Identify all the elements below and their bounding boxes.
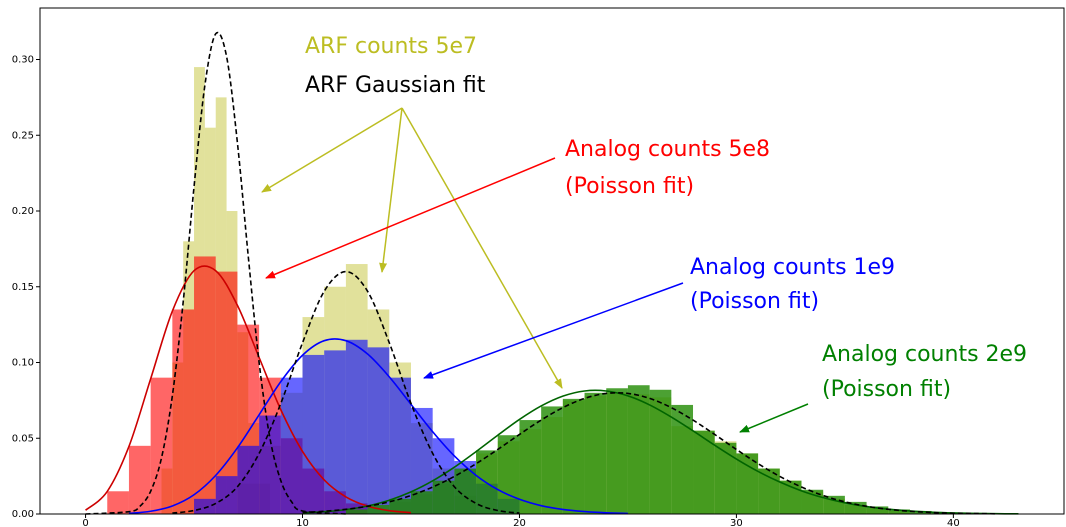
annotation: (Poisson fit) — [565, 174, 694, 199]
histogram — [345, 385, 1041, 514]
y-tick-label: 0.30 — [12, 55, 34, 66]
histogram-bar — [497, 435, 520, 514]
histogram-bar — [324, 350, 346, 514]
histogram-bar — [649, 389, 672, 514]
histogram-bar — [844, 501, 867, 514]
annotation: Analog counts 1e9 — [690, 255, 895, 280]
histogram-bar — [584, 392, 607, 514]
histogram-bar — [280, 377, 303, 514]
y-tick-label: 0.00 — [12, 509, 34, 520]
histogram-bar — [128, 445, 151, 514]
histogram-bar — [693, 430, 715, 514]
annotation-arrow — [265, 157, 556, 279]
y-tick-label: 0.10 — [12, 358, 34, 369]
x-tick-label: 20 — [513, 518, 526, 527]
poisson-fit — [302, 389, 1019, 515]
histogram-bar — [519, 420, 542, 514]
plot-frame — [39, 7, 1065, 515]
y-tick-label: 0.25 — [12, 130, 34, 141]
annotation-arrow — [261, 107, 403, 193]
histogram-bar — [107, 491, 129, 514]
histogram-bar — [259, 415, 281, 514]
histogram-bar — [150, 377, 173, 514]
annotation-arrow — [401, 107, 563, 389]
annotation: Analog counts 2e9 — [822, 342, 1027, 367]
annotation: ARF counts 5e7 — [305, 34, 477, 59]
histogram-bar — [194, 256, 216, 514]
histogram-bar — [562, 398, 585, 514]
histogram-bar — [172, 309, 195, 514]
y-tick-label: 0.05 — [12, 433, 34, 444]
histogram-bar — [367, 347, 390, 514]
gaussian-fit — [85, 31, 346, 515]
annotation-arrow — [739, 403, 809, 433]
x-tick-label: 30 — [730, 518, 743, 527]
annotation: (Poisson fit) — [690, 289, 819, 314]
histogram-bar — [302, 354, 325, 514]
histogram-bar — [215, 476, 238, 514]
annotation-arrow — [379, 107, 403, 273]
histogram-bar — [345, 339, 368, 514]
histogram-bar — [194, 498, 216, 514]
histogram-bar — [671, 404, 694, 514]
annotation-arrow — [423, 282, 684, 379]
histogram-bar — [215, 271, 238, 514]
annotation: (Poisson fit) — [822, 377, 951, 402]
histogram-bar — [389, 498, 411, 514]
poisson-fit — [128, 338, 628, 515]
histogram-bar — [454, 468, 477, 514]
histogram-bar — [432, 480, 455, 514]
histogram-bar — [541, 406, 563, 514]
gaussian-fit — [172, 270, 520, 514]
histogram-bar — [345, 509, 368, 514]
histogram-bar — [410, 491, 433, 514]
histogram-bar — [866, 506, 889, 514]
histogram-bar — [410, 407, 433, 514]
annotation: ARF Gaussian fit — [305, 73, 486, 98]
y-tick-label: 0.20 — [12, 206, 34, 217]
histogram-bar — [389, 377, 411, 514]
x-tick-label: 0 — [82, 518, 88, 527]
histogram — [194, 339, 520, 514]
histogram-bar — [237, 445, 260, 514]
histogram-bar — [714, 442, 737, 514]
y-tick-label: 0.15 — [12, 282, 34, 293]
histogram-bar — [888, 509, 910, 514]
x-tick-label: 10 — [296, 518, 309, 527]
histogram-bar — [606, 388, 628, 514]
poisson-fit — [85, 265, 412, 514]
gaussian-fit — [302, 391, 997, 515]
x-tick-label: 40 — [947, 518, 960, 527]
annotation: Analog counts 5e8 — [565, 137, 770, 162]
histogram-bar — [627, 385, 650, 514]
histogram-bar — [801, 489, 824, 514]
